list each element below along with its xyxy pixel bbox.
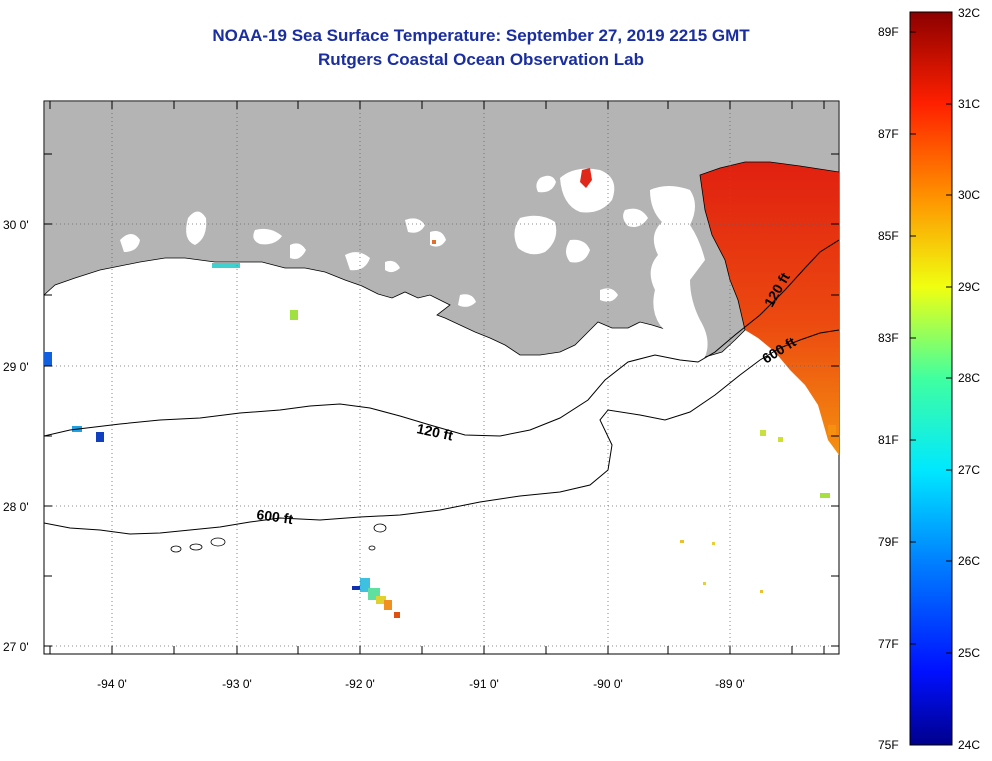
- lon-label: -93 0': [222, 677, 252, 691]
- lon-label: -92 0': [345, 677, 375, 691]
- sst-warm-region: [700, 162, 839, 455]
- colorbar-f-label: 81F: [878, 433, 899, 447]
- lon-label: -89 0': [715, 677, 745, 691]
- map-title: NOAA-19 Sea Surface Temperature: Septemb…: [212, 26, 750, 45]
- lat-label: 29 0': [3, 360, 29, 374]
- map-subtitle: Rutgers Coastal Ocean Observation Lab: [318, 50, 644, 69]
- lake-warm-patch: [580, 168, 592, 188]
- colorbar-c-label: 24C: [958, 738, 980, 752]
- colorbar-f-label: 77F: [878, 637, 899, 651]
- colorbar-f-label: 87F: [878, 127, 899, 141]
- contour-label-600-west: 600 ft: [256, 506, 295, 527]
- colorbar-c-label: 31C: [958, 97, 980, 111]
- colorbar-c-label: 32C: [958, 6, 980, 20]
- lat-label: 28 0': [3, 500, 29, 514]
- lat-label: 27 0': [3, 640, 29, 654]
- colorbar-c-label: 29C: [958, 280, 980, 294]
- cloud-patches: [120, 168, 708, 358]
- lon-label: -91 0': [469, 677, 499, 691]
- sst-scatter: [680, 425, 836, 593]
- colorbar-c-label: 27C: [958, 463, 980, 477]
- lon-label: -94 0': [97, 677, 127, 691]
- colorbar-f-label: 83F: [878, 331, 899, 345]
- axis-ticks: [44, 101, 839, 654]
- lon-label: -90 0': [593, 677, 623, 691]
- colorbar: [909, 11, 953, 746]
- lake-pixel: [432, 240, 436, 244]
- contour-600ft: [44, 329, 839, 535]
- graticule: [44, 101, 839, 654]
- colorbar-c-label: 30C: [958, 188, 980, 202]
- contour-label-120-west: 120 ft: [415, 420, 454, 443]
- contour-islands: [170, 523, 387, 553]
- land-coastline: [44, 101, 839, 358]
- lat-label: 30 0': [3, 218, 29, 232]
- colorbar-c-label: 28C: [958, 371, 980, 385]
- contour-120ft: [44, 239, 839, 437]
- colorbar-c-label: 26C: [958, 554, 980, 568]
- colorbar-c-label: 25C: [958, 646, 980, 660]
- colorbar-f-label: 89F: [878, 25, 899, 39]
- colorbar-ticks: [910, 31, 952, 654]
- colorbar-f-label: 85F: [878, 229, 899, 243]
- colorbar-f-label: 79F: [878, 535, 899, 549]
- colorbar-f-label: 75F: [878, 738, 899, 752]
- sst-cluster-south: [352, 578, 400, 618]
